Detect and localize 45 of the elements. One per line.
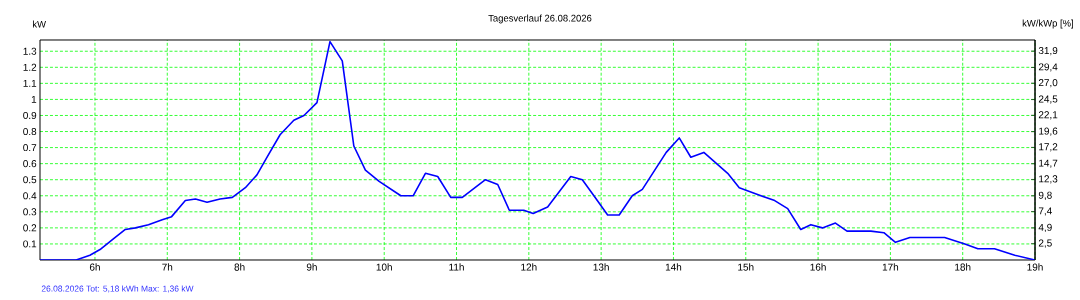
y-tick-label: 0.1 — [23, 240, 37, 248]
x-tick-label: 8h — [234, 263, 245, 271]
y-tick-label: 1.1 — [23, 79, 37, 87]
y-tick-label: 0.6 — [23, 160, 37, 168]
y2-tick-label: 24,5 — [1038, 95, 1058, 104]
y-tick-label: 1.2 — [23, 63, 37, 71]
x-tick-label: 15h — [738, 263, 754, 271]
x-tick-label: 7h — [162, 263, 173, 271]
y-tick-label: 1 — [31, 95, 37, 103]
y2-tick-label: 22,1 — [1038, 111, 1058, 120]
y-tick-label: 0.5 — [23, 176, 37, 184]
x-tick-label: 17h — [882, 263, 899, 271]
y2-tick-label: 29,4 — [1038, 63, 1058, 72]
x-tick-label: 13h — [593, 263, 609, 271]
y2-tick-label: 31,9 — [1038, 47, 1058, 56]
y2-tick-label: 19,6 — [1039, 127, 1058, 136]
y2-tick-label: 2,5 — [1038, 239, 1052, 248]
line-series — [40, 40, 1036, 260]
x-tick-label: 6h — [89, 263, 100, 271]
x-tick-label: 18h — [955, 263, 971, 271]
chart-title: Tagesverlauf 26.08.2026 — [488, 14, 592, 24]
text: 26.08.2026 Tot: 5,18 kWh Max: 1,36 kW — [41, 285, 194, 293]
y2-tick-label: 12,3 — [1039, 175, 1058, 184]
x-tick-label: 19h — [1027, 263, 1043, 271]
y-tick-label: 0.7 — [23, 144, 37, 152]
y-tick-label: 0.4 — [23, 192, 37, 200]
x-tick-label: 10h — [376, 263, 392, 271]
x-tick-label: 12h — [521, 263, 537, 271]
x-tick-label: 16h — [810, 263, 826, 271]
y2-tick-label: 27,0 — [1038, 79, 1058, 88]
y2-tick-label: 9,8 — [1038, 191, 1052, 200]
y-tick-label: 0.2 — [23, 224, 37, 232]
y2-tick-label: 7,4 — [1038, 207, 1052, 216]
y2-tick-label: 4,9 — [1038, 223, 1052, 233]
y2-tick-label: 17,2 — [1039, 143, 1058, 152]
y-tick-label: 1.3 — [23, 47, 37, 55]
x-tick-label: 9h — [306, 263, 317, 271]
y-tick-label: 0.3 — [23, 208, 37, 216]
y-tick-label: 0.8 — [23, 128, 37, 136]
y-axis-title: kW — [32, 20, 46, 28]
y-tick-label: 0.9 — [23, 111, 37, 119]
x-tick-label: 11h — [449, 263, 464, 271]
y2-axis-title: kW/kWp [%] — [1022, 19, 1073, 29]
y2-tick-label: 14,7 — [1039, 159, 1058, 168]
x-tick-label: 14h — [665, 263, 682, 271]
